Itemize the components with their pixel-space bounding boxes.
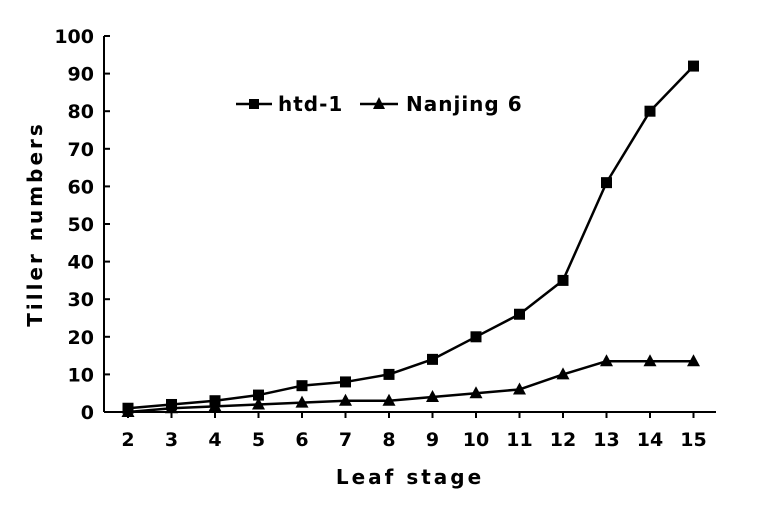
data-point-htd-1 [253,389,264,401]
legend-item-nanjing-6: Nanjing 6 [360,92,523,116]
x-tick-label: 14 [637,429,663,451]
data-point-nanjing-6 [556,367,570,380]
series-line-nanjing-6 [127,359,694,414]
x-tick-label: 7 [339,429,352,451]
data-point-nanjing-6 [600,354,613,367]
x-tick-label: 9 [426,429,439,451]
data-point-nanjing-6 [643,354,657,367]
data-point-nanjing-6 [295,395,309,408]
x-tick-label: 3 [165,429,178,451]
legend: htd-1 Nanjing 6 [236,92,523,116]
x-ticks: 2 3 4 5 6 7 8 9 10 11 12 13 14 15 [121,412,707,451]
y-tick-label: 70 [68,139,94,161]
data-point-htd-1 [688,60,699,72]
y-tick-label: 10 [68,364,94,386]
x-tick-label: 15 [680,429,706,451]
y-tick-label: 50 [68,214,94,236]
x-axis-title: Leaf stage [336,465,484,489]
y-tick-label: 100 [54,26,94,48]
y-tick-label: 90 [68,64,94,86]
data-point-htd-1 [644,105,656,117]
data-point-htd-1 [296,380,308,392]
x-tick-label: 11 [506,429,532,451]
x-tick-label: 6 [295,429,308,451]
x-tick-label: 12 [550,429,576,451]
data-point-nanjing-6 [469,386,483,399]
data-point-nanjing-6 [339,393,352,406]
data-point-nanjing-6 [252,397,265,410]
data-point-htd-1 [514,308,525,320]
x-tick-label: 8 [382,429,395,451]
x-tick-label: 13 [593,429,619,451]
legend-label-htd-1: htd-1 [278,92,343,116]
data-point-nanjing-6 [513,382,526,395]
y-tick-label: 60 [68,176,94,198]
y-ticks: 0 10 20 30 40 50 60 70 80 90 100 [54,26,110,424]
x-tick-label: 4 [208,429,221,451]
x-tick-label: 10 [463,429,489,451]
legend-triangle-marker [373,97,385,109]
data-point-nanjing-6 [208,399,222,412]
legend-square-marker [249,99,259,109]
legend-label-nanjing-6: Nanjing 6 [406,92,523,116]
x-tick-label: 2 [121,429,134,451]
data-point-nanjing-6 [382,393,396,406]
data-point-htd-1 [427,353,438,365]
data-point-htd-1 [601,177,612,189]
x-tick-label: 5 [252,429,265,451]
y-axis-title: Tiller numbers [23,121,47,327]
y-tick-label: 40 [68,252,94,274]
data-point-htd-1 [383,368,395,380]
data-point-nanjing-6 [165,401,178,414]
y-tick-label: 0 [81,402,94,424]
series-layer [121,60,700,417]
series-line-htd-1 [127,65,695,410]
data-point-htd-1 [340,376,351,388]
data-point-htd-1 [470,331,482,343]
data-point-nanjing-6 [121,405,135,417]
data-point-nanjing-6 [426,389,439,402]
legend-item-htd-1: htd-1 [236,92,343,116]
y-tick-label: 30 [68,289,94,311]
y-tick-label: 80 [68,101,94,123]
data-point-htd-1 [557,274,569,286]
data-point-nanjing-6 [687,354,700,367]
y-tick-label: 20 [68,327,94,349]
